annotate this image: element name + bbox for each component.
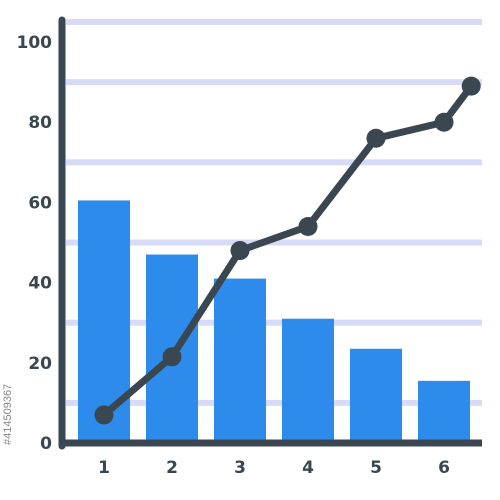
bar-5 xyxy=(350,348,402,443)
x-tick-1: 1 xyxy=(98,458,110,478)
x-tick-4: 4 xyxy=(302,458,314,478)
y-tick-60: 60 xyxy=(28,193,52,213)
bar-3 xyxy=(214,278,266,443)
line-series xyxy=(94,76,481,425)
line-point-4 xyxy=(298,216,318,236)
gridline-2 xyxy=(66,239,482,246)
gridline-0 xyxy=(66,399,482,406)
line-point-3 xyxy=(230,241,250,261)
y-tick-labels: 0 20 40 60 80 100 xyxy=(17,33,53,454)
x-tick-6: 6 xyxy=(438,458,450,478)
bar-6 xyxy=(418,380,470,443)
gridline-3 xyxy=(66,159,482,166)
axes xyxy=(58,16,482,450)
y-tick-100: 100 xyxy=(17,33,53,53)
y-tick-20: 20 xyxy=(28,354,52,374)
gridline-1 xyxy=(66,319,482,326)
gridline-5 xyxy=(66,19,482,25)
line-point-7 xyxy=(461,76,481,96)
line-point-1 xyxy=(94,405,114,425)
line-point-6 xyxy=(434,112,454,132)
y-tick-80: 80 xyxy=(28,113,52,133)
y-tick-40: 40 xyxy=(28,274,52,294)
stock-id-text: #414509367 xyxy=(2,383,14,445)
y-tick-0: 0 xyxy=(40,434,52,454)
gridlines xyxy=(66,19,482,406)
bar-4 xyxy=(282,318,334,443)
x-tick-5: 5 xyxy=(370,458,382,478)
x-tick-2: 2 xyxy=(166,458,178,478)
x-tick-3: 3 xyxy=(234,458,246,478)
line-point-5 xyxy=(366,128,386,148)
x-tick-labels: 1 2 3 4 5 6 xyxy=(98,458,450,478)
bars xyxy=(78,200,470,443)
line-point-2 xyxy=(162,347,182,367)
gridline-4 xyxy=(66,79,482,86)
